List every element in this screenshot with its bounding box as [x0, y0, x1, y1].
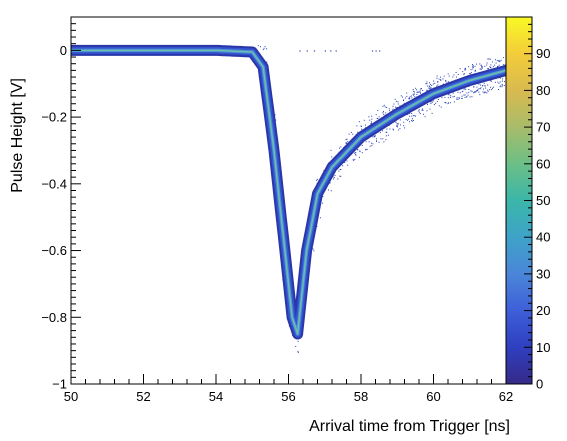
plot-frame: [70, 16, 507, 385]
y-axis-title: Pulse Height [V]: [9, 78, 26, 193]
colorbar-tick-label: 30: [536, 266, 550, 281]
x-tick-label: 58: [354, 389, 368, 404]
axes: 50 52 54 56 58 60 62 0 −0.2 −0.4 −0.6 −0.8 −1: [41, 16, 513, 404]
y-tick-label: −1: [52, 377, 67, 392]
x-axis-title: Arrival time from Trigger [ns]: [309, 418, 510, 435]
colorbar-tick-label: 60: [536, 156, 550, 171]
colorbar-tick-label: 70: [536, 120, 550, 135]
colorbar-tick-label: 10: [536, 340, 550, 355]
colorbar-tick-label: 80: [536, 83, 550, 98]
colorbar-tick-label: 20: [536, 303, 550, 318]
y-tick-label: −0.6: [41, 243, 67, 258]
y-tick-label: 0: [60, 43, 67, 58]
y-tick-label: −0.8: [41, 310, 67, 325]
colorbar-tick-label: 90: [536, 46, 550, 61]
colorbar: 0 10 20 30 40 50 60 70 80 90: [505, 16, 550, 392]
x-tick-label: 62: [499, 389, 513, 404]
x-tick-label: 50: [64, 389, 78, 404]
x-tick-label: 54: [209, 389, 223, 404]
colorbar-tick-label: 40: [536, 230, 550, 245]
x-tick-label: 56: [281, 389, 295, 404]
x-tick-label: 52: [136, 389, 150, 404]
colorbar-tick-label: 0: [536, 377, 543, 392]
y-tick-label: −0.4: [41, 176, 67, 191]
y-tick-label: −0.2: [41, 110, 67, 125]
colorbar-tick-label: 50: [536, 193, 550, 208]
band-core: [71, 49, 506, 335]
band-inner: [71, 48, 506, 336]
x-tick-label: 60: [426, 389, 440, 404]
sparse-dots: [299, 50, 381, 52]
plot-area: [71, 44, 506, 353]
